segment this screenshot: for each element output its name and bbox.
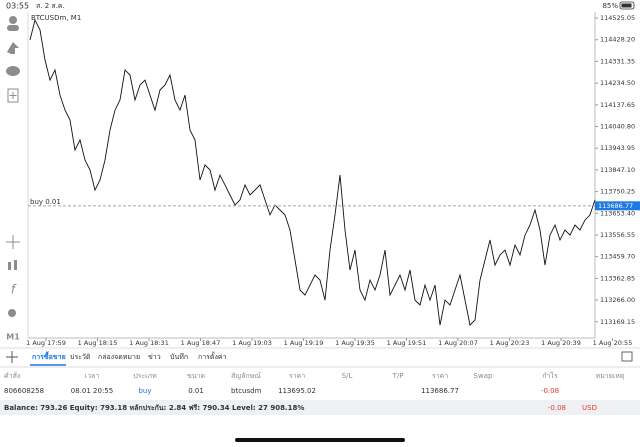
y-tick-label: 113750.25 bbox=[600, 188, 635, 196]
balance-bar bbox=[0, 400, 640, 415]
column-header: ประเภท bbox=[133, 372, 157, 380]
tab[interactable]: ข่าว bbox=[148, 353, 161, 361]
column-header: หมายเหตุ bbox=[596, 372, 625, 380]
account-icon-body[interactable] bbox=[7, 25, 19, 31]
position-label: buy 0.01 bbox=[30, 198, 61, 206]
column-header: Swap bbox=[474, 372, 493, 380]
table: คำสั่ง เวลา ประเภท ขนาด สัญลักษณ์ ราคา S/L T/P ร… bbox=[4, 371, 625, 395]
column-header: สัญลักษณ์ bbox=[231, 372, 261, 380]
tab[interactable]: การซื้อขาย bbox=[32, 350, 66, 361]
column-header: T/P bbox=[392, 372, 404, 380]
column-header: เวลา bbox=[85, 372, 100, 380]
cell-order: 806608258 bbox=[4, 387, 44, 395]
x-tick-label: 1 Aug 19:51 bbox=[387, 339, 427, 347]
x-tick-label: 1 Aug 20:23 bbox=[490, 339, 530, 347]
status-date: ส. 2 ส.ค. bbox=[36, 2, 65, 10]
y-tick-label: 114040.80 bbox=[600, 123, 635, 131]
cell-price: 113686.77 bbox=[421, 387, 459, 395]
timeframe-icon[interactable]: M1 bbox=[6, 333, 20, 342]
x-tick-label: 1 Aug 18:31 bbox=[129, 339, 169, 347]
battery-icon bbox=[619, 1, 635, 10]
y-tick-label: 114331.35 bbox=[600, 57, 635, 65]
new-order-icon[interactable] bbox=[7, 88, 19, 103]
cell-symbol: btcusdm bbox=[231, 387, 262, 395]
cell-open-price: 113695.02 bbox=[278, 387, 316, 395]
price-line bbox=[29, 18, 596, 327]
y-tick-label: 114428.20 bbox=[600, 36, 635, 44]
battery-fill bbox=[621, 3, 632, 8]
current-price-box bbox=[595, 201, 640, 211]
objects-icon[interactable] bbox=[8, 309, 16, 317]
status-time: 03:55 bbox=[6, 2, 29, 11]
x-tick-label: 1 Aug 20:39 bbox=[541, 339, 581, 347]
tab[interactable]: กล่องจดหมาย bbox=[98, 353, 140, 361]
y-tick-label: 113362.85 bbox=[600, 274, 635, 282]
tab[interactable]: การตั้งค่า bbox=[198, 350, 227, 361]
y-tick-label: 113169.15 bbox=[600, 318, 635, 326]
y-tick-label: 113459.70 bbox=[600, 253, 635, 261]
y-tick-label: 113847.10 bbox=[600, 166, 635, 174]
column-header: S/L bbox=[342, 372, 353, 380]
y-tick-label: 114137.65 bbox=[600, 101, 635, 109]
cell-size: 0.01 bbox=[188, 387, 204, 395]
chart: 114525.05 114428.20 114331.35 114234.50 1141… bbox=[26, 14, 640, 347]
tab[interactable]: บันทึก bbox=[170, 352, 188, 361]
chat-icon[interactable] bbox=[6, 66, 20, 76]
column-header: คำสั่ง bbox=[4, 371, 20, 380]
x-tick-label: 1 Aug 19:19 bbox=[284, 339, 324, 347]
x-tick-label: 1 Aug 17:59 bbox=[26, 339, 66, 347]
chart-symbol: BTCUSDm, M1 bbox=[31, 14, 81, 22]
tab-bar: การซื้อขาย ประวัติ กล่องจดหมาย ข่าว บันทึก กา… bbox=[30, 350, 227, 366]
balance-text: Balance: 793.26 Equity: 793.18 หลักประกั… bbox=[4, 404, 304, 412]
y-tick-label: 113266.00 bbox=[600, 296, 635, 304]
add-button[interactable] bbox=[6, 351, 18, 363]
column-header: กำไร bbox=[542, 371, 558, 380]
tab[interactable]: ประวัติ bbox=[70, 353, 91, 361]
new-order-plus[interactable] bbox=[9, 92, 17, 99]
current-price-label: 113686.77 bbox=[598, 202, 633, 210]
column-header: ขนาด bbox=[187, 372, 205, 380]
x-tick-label: 1 Aug 19:03 bbox=[232, 339, 272, 347]
crosshair-icon[interactable] bbox=[6, 235, 20, 249]
cell-type: buy bbox=[138, 387, 151, 395]
candles-icon-2[interactable] bbox=[14, 260, 17, 270]
x-tick-label: 1 Aug 18:15 bbox=[78, 339, 118, 347]
battery-level: 85% bbox=[602, 2, 618, 10]
cell-time: 08.01 20:55 bbox=[71, 387, 113, 395]
layout-icon[interactable] bbox=[621, 351, 633, 362]
y-tick-label: 113556.55 bbox=[600, 231, 635, 239]
y-tick-label: 113653.40 bbox=[600, 209, 635, 217]
y-tick-label: 114525.05 bbox=[600, 14, 635, 22]
x-tick-label: 1 Aug 20:55 bbox=[593, 339, 633, 347]
home-indicator bbox=[235, 438, 405, 442]
balance-currency: USD bbox=[582, 404, 597, 412]
balance-profit: -0.08 bbox=[548, 404, 566, 412]
y-tick-label: 114234.50 bbox=[600, 79, 635, 87]
column-header: ราคา bbox=[432, 372, 448, 380]
cell-profit: -0.08 bbox=[541, 387, 559, 395]
indicators-icon[interactable]: f bbox=[11, 283, 17, 297]
y-tick-label: 113943.95 bbox=[600, 144, 635, 152]
trade-icon[interactable] bbox=[7, 42, 19, 54]
account-icon[interactable] bbox=[9, 16, 17, 24]
x-tick-label: 1 Aug 20:07 bbox=[438, 339, 478, 347]
x-tick-label: 1 Aug 18:47 bbox=[181, 339, 221, 347]
column-header: ราคา bbox=[289, 372, 305, 380]
x-tick-label: 1 Aug 19:35 bbox=[335, 339, 375, 347]
candles-icon[interactable] bbox=[8, 262, 11, 270]
